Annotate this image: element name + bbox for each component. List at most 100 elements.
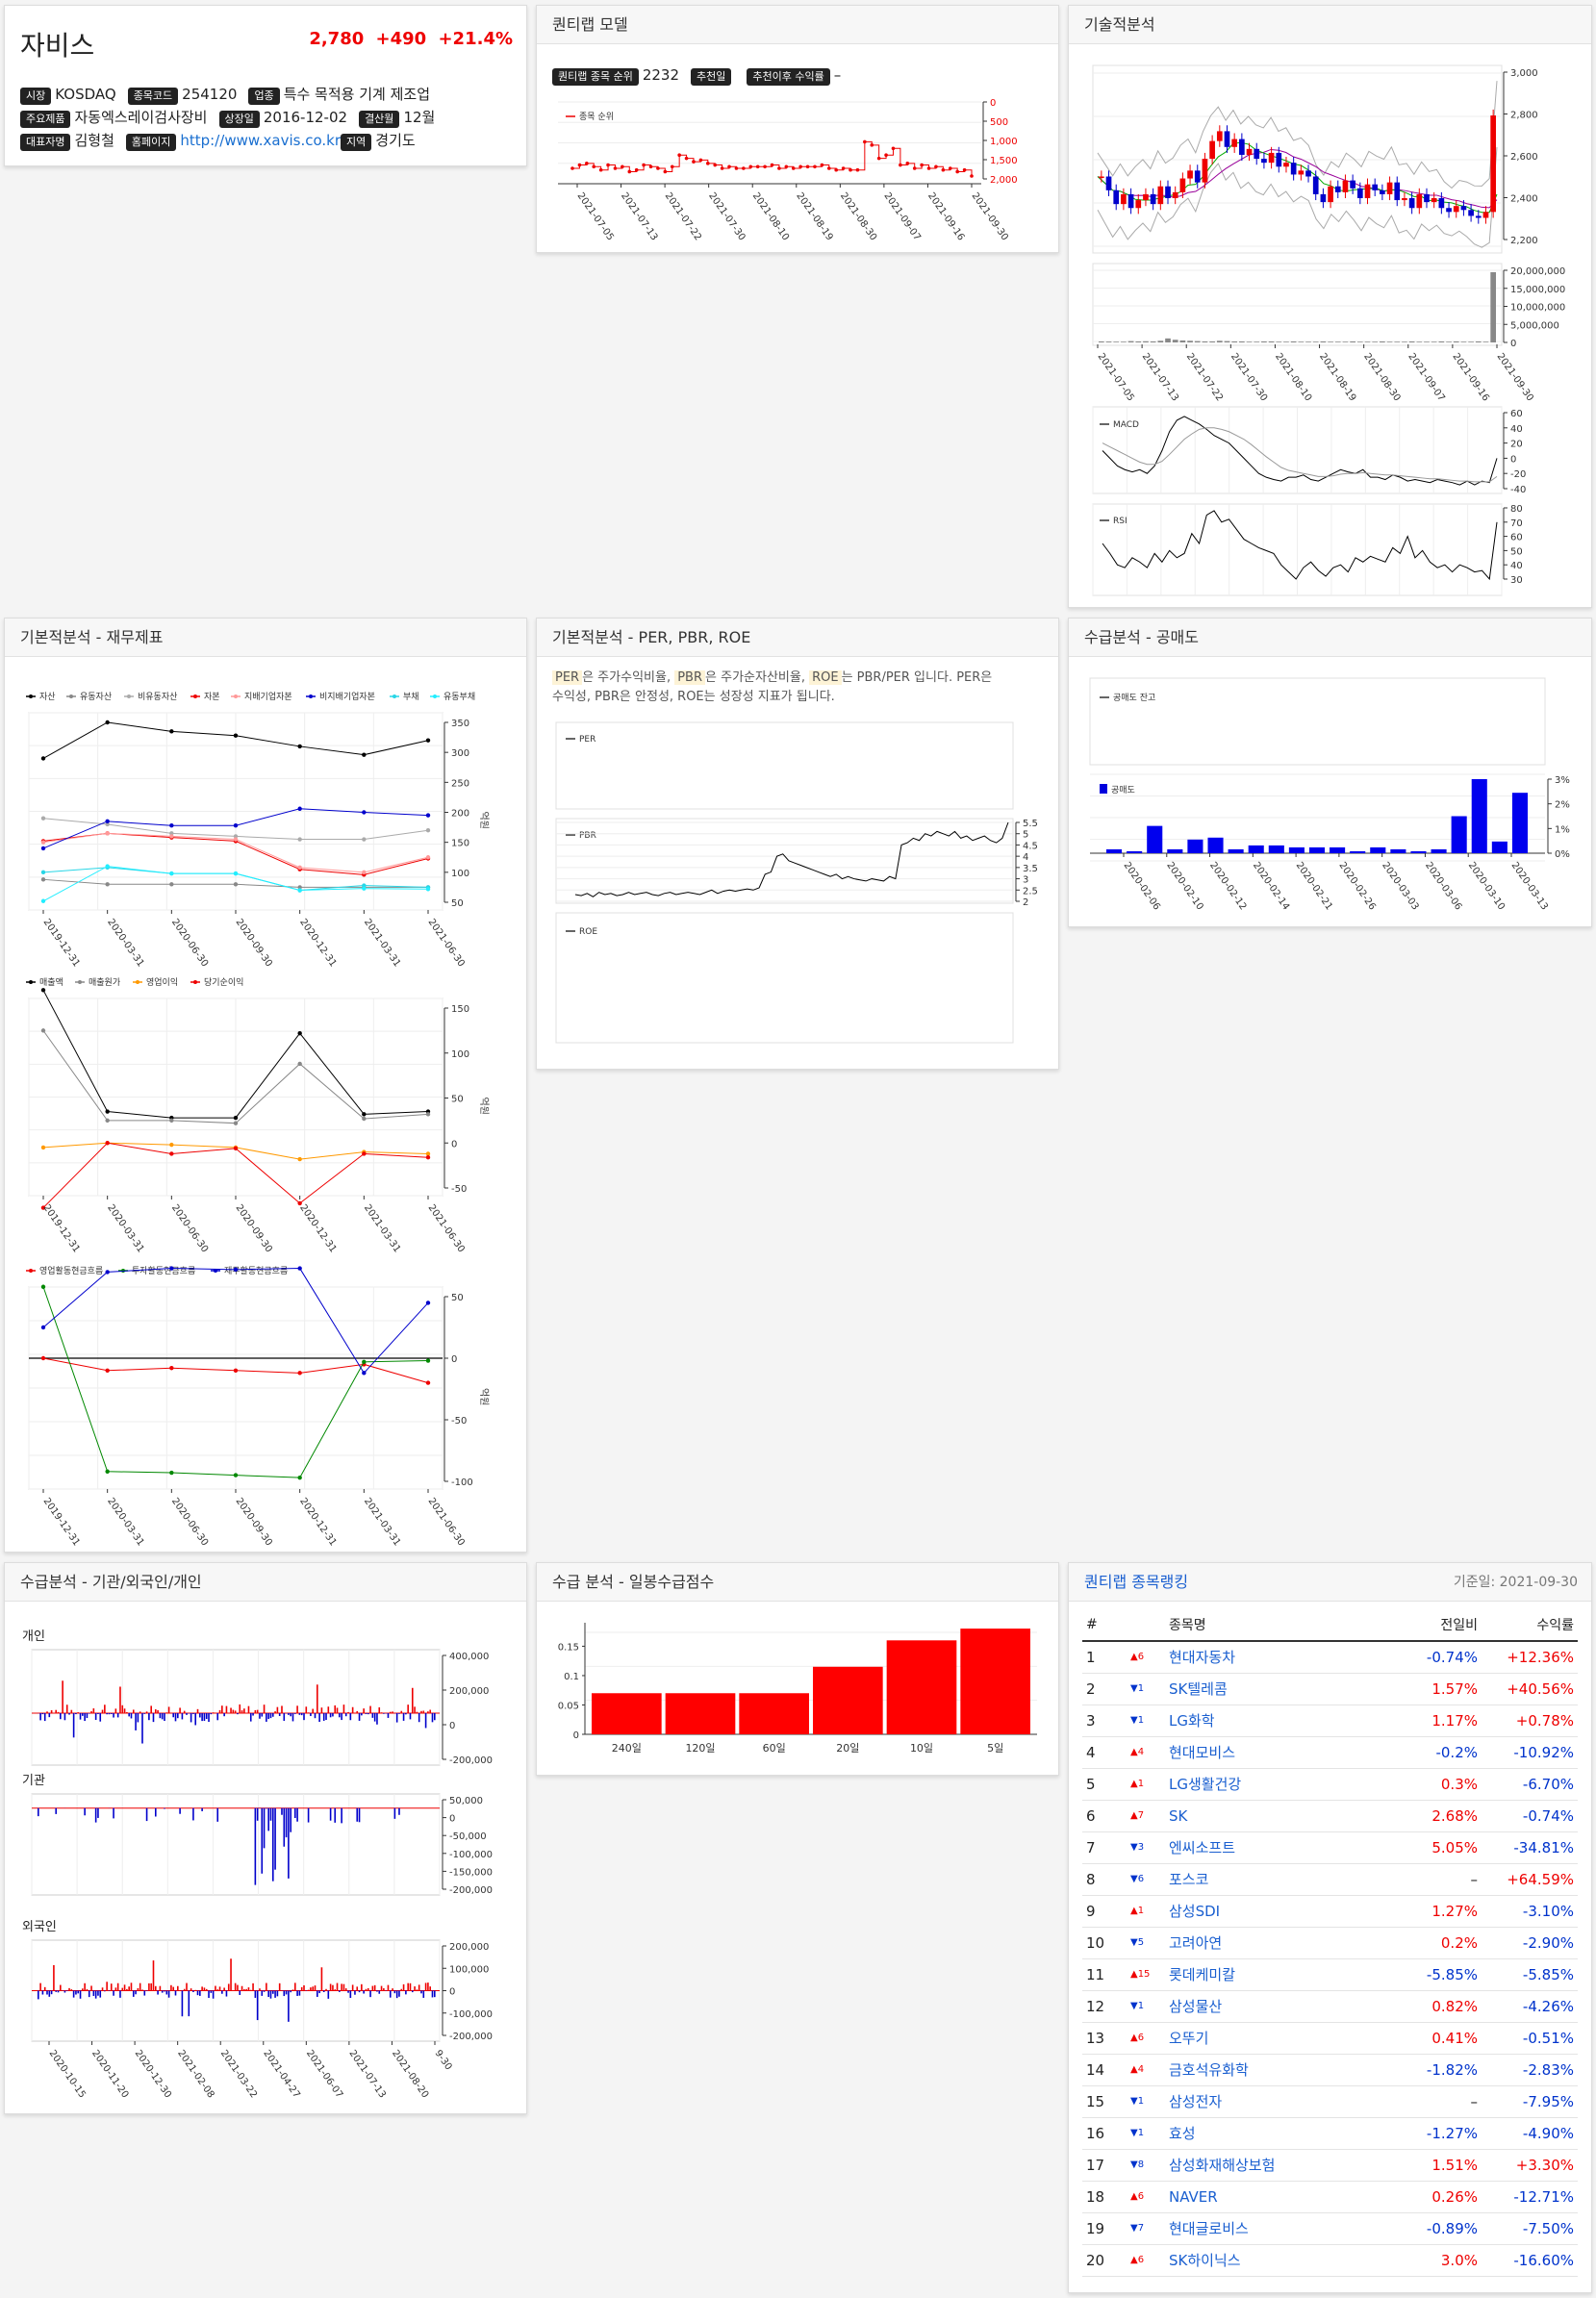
rank-move: ▲1 (1127, 1768, 1165, 1801)
foreign-bar (150, 1982, 152, 1991)
stock-link[interactable]: LG생활건강 (1165, 1768, 1395, 1801)
foreign-bar (310, 1987, 312, 1991)
candle-body (1172, 191, 1178, 199)
stock-link[interactable]: 롯데케미칼 (1165, 1958, 1395, 1991)
institution-bar (201, 1807, 203, 1811)
ranking-row[interactable]: 20 ▲6 SK하이닉스 3.0% -16.60% (1082, 2244, 1578, 2277)
daily-score-chart: 0.15 0.1 0.05 0 240일 120일 60일 20일 10일 5일 (558, 1623, 1037, 1755)
income-series-point (297, 1156, 302, 1162)
ranking-row[interactable]: 3 ▼1 LG화학 1.17% +0.78% (1082, 1705, 1578, 1737)
foreign-bar (392, 1988, 393, 1991)
stock-link[interactable]: 삼성화재해상보험 (1165, 2149, 1395, 2182)
foreign-bar (92, 1990, 95, 1996)
homepage-link[interactable]: http://www.xavis.co.kr (180, 132, 342, 149)
return-rate: +0.78% (1482, 1705, 1578, 1737)
rsi-legend: RSI (1113, 517, 1127, 526)
cashflow-series-point (425, 1301, 431, 1305)
ranking-row[interactable]: 7 ▼3 엔씨소프트 5.05% -34.81% (1082, 1831, 1578, 1864)
rank-number: 5 (1082, 1768, 1127, 1801)
stock-link[interactable]: 현대글로비스 (1165, 2212, 1395, 2245)
ranking-row[interactable]: 8 ▼6 포스코 – +64.59% (1082, 1863, 1578, 1896)
ranking-row[interactable]: 10 ▼5 고려아연 0.2% -2.90% (1082, 1927, 1578, 1959)
x-tick-label: 2020-03-13 (1509, 860, 1550, 912)
foreign-bar (247, 1987, 250, 1991)
score-category: 5일 (987, 1741, 1003, 1755)
individual-bar (259, 1713, 261, 1719)
foreign-bar (77, 1990, 80, 1994)
ranking-row[interactable]: 9 ▲1 삼성SDI 1.27% -3.10% (1082, 1895, 1578, 1928)
stock-link[interactable]: SK하이닉스 (1165, 2244, 1395, 2277)
ranking-row[interactable]: 11 ▲15 롯데케미칼 -5.85% -5.85% (1082, 1958, 1578, 1991)
y-tick-label: 2.5 (1023, 886, 1038, 896)
individual-bar (159, 1713, 162, 1719)
move-col-header (1127, 1609, 1165, 1642)
y-tick-label: 500 (990, 117, 1008, 128)
ranking-row[interactable]: 12 ▼1 삼성물산 0.82% -4.26% (1082, 1990, 1578, 2023)
foreign-bar (393, 1990, 396, 1994)
ranking-row[interactable]: 4 ▲4 현대모비스 -0.2% -10.92% (1082, 1736, 1578, 1769)
stock-link[interactable]: 현대자동차 (1165, 1641, 1395, 1674)
candle-body (1424, 193, 1430, 203)
foreign-bar (296, 1990, 298, 1996)
foreign-bar (245, 1988, 247, 1991)
candle-body (1468, 210, 1474, 216)
daily-change: 1.17% (1395, 1705, 1482, 1737)
stock-link[interactable]: SK텔레콤 (1165, 1673, 1395, 1705)
individual-bar (367, 1713, 369, 1715)
stock-link[interactable]: SK (1165, 1800, 1395, 1832)
stock-link[interactable]: 삼성물산 (1165, 1990, 1395, 2023)
y-tick-label: -200,000 (449, 1885, 493, 1896)
y-tick-label: 50 (451, 1293, 464, 1303)
individual-bar (241, 1710, 243, 1713)
balance-legend-dot (69, 694, 73, 698)
stock-link[interactable]: NAVER (1165, 2181, 1395, 2213)
quant-rank-point (926, 166, 931, 170)
stock-link[interactable]: 오뚜기 (1165, 2022, 1395, 2055)
stock-link[interactable]: 엔씨소프트 (1165, 1831, 1395, 1864)
candle-body (1453, 206, 1459, 213)
stock-link[interactable]: 고려아연 (1165, 1927, 1395, 1959)
y-tick-label: 50,000 (449, 1796, 483, 1806)
ranking-row[interactable]: 19 ▼7 현대글로비스 -0.89% -7.50% (1082, 2212, 1578, 2245)
ranking-row[interactable]: 1 ▲6 현대자동차 -0.74% +12.36% (1082, 1641, 1578, 1674)
stock-link[interactable]: 금호석유화학 (1165, 2054, 1395, 2086)
individual-bar (361, 1713, 363, 1716)
individual-bar (116, 1713, 119, 1718)
stock-link[interactable]: 삼성전자 (1165, 2085, 1395, 2118)
balance-series-point (233, 882, 239, 887)
individual-bar (407, 1705, 409, 1713)
x-tick-label: 2020-09-30 (234, 1496, 274, 1548)
ranking-row[interactable]: 15 ▼1 삼성전자 – -7.95% (1082, 2085, 1578, 2118)
y-tick-label: -20 (1510, 469, 1526, 480)
volume-bar (1276, 341, 1282, 342)
ranking-row[interactable]: 2 ▼1 SK텔레콤 1.57% +40.56% (1082, 1673, 1578, 1705)
foreign-bar (267, 1990, 269, 1998)
ranking-row[interactable]: 13 ▲6 오뚜기 0.41% -0.51% (1082, 2022, 1578, 2055)
individual-bar (234, 1710, 237, 1713)
foreign-bar (307, 1989, 310, 1991)
balance-series-point (425, 813, 431, 818)
stock-link[interactable]: 현대모비스 (1165, 1736, 1395, 1769)
cashflow-series-point (297, 1371, 302, 1376)
cashflow-legend-label: 투자활동현금흐름 (132, 1265, 195, 1276)
stock-link[interactable]: 포스코 (1165, 1863, 1395, 1896)
ranking-row[interactable]: 5 ▲1 LG생활건강 0.3% -6.70% (1082, 1768, 1578, 1801)
ranking-row[interactable]: 6 ▲7 SK 2.68% -0.74% (1082, 1800, 1578, 1832)
foreign-bar (269, 1990, 272, 1999)
institution-bar (192, 1807, 194, 1821)
volume-bar (1424, 341, 1430, 342)
stock-link[interactable]: 삼성SDI (1165, 1895, 1395, 1928)
individual-bar (154, 1709, 157, 1713)
ranking-row[interactable]: 14 ▲4 금호석유화학 -1.82% -2.83% (1082, 2054, 1578, 2086)
y-tick-label: 3% (1555, 775, 1570, 786)
individual-bar (225, 1705, 228, 1713)
institution-bar (285, 1807, 288, 1838)
volume-bar (1179, 340, 1186, 342)
ranking-row[interactable]: 16 ▼1 효성 -1.27% -4.90% (1082, 2117, 1578, 2150)
income-legend-dot (78, 980, 82, 984)
candle-body (1202, 159, 1208, 183)
ranking-row[interactable]: 18 ▲6 NAVER 0.26% -12.71% (1082, 2181, 1578, 2213)
stock-link[interactable]: 효성 (1165, 2117, 1395, 2150)
stock-link[interactable]: LG화학 (1165, 1705, 1395, 1737)
ranking-row[interactable]: 17 ▼8 삼성화재해상보험 1.51% +3.30% (1082, 2149, 1578, 2182)
